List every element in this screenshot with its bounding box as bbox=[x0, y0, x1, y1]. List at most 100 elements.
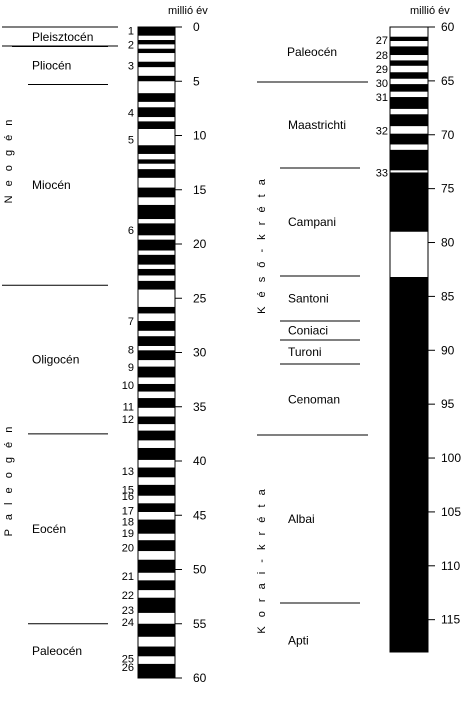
axis-tick-label: 30 bbox=[193, 346, 207, 360]
axis-tick-label: 115 bbox=[441, 613, 460, 627]
chron-label: 26 bbox=[122, 662, 134, 674]
epoch-label: Pleisztocén bbox=[32, 30, 93, 44]
right-top-epoch-label: Paleocén bbox=[287, 45, 337, 59]
epoch-label: Paleocén bbox=[32, 644, 82, 658]
axis-tick-label: 60 bbox=[193, 671, 207, 685]
normal-polarity-band bbox=[138, 416, 175, 425]
chron-label: 3 bbox=[128, 61, 134, 73]
normal-polarity-band bbox=[138, 159, 175, 164]
axis-tick-label: 100 bbox=[441, 451, 461, 465]
chron-label: 4 bbox=[128, 107, 134, 119]
chron-label: 11 bbox=[123, 402, 134, 414]
normal-polarity-band bbox=[138, 663, 175, 678]
normal-polarity-band bbox=[138, 484, 175, 496]
axis-tick-label: 70 bbox=[441, 128, 455, 142]
normal-polarity-band bbox=[390, 133, 428, 145]
normal-polarity-band bbox=[138, 306, 175, 314]
normal-polarity-band bbox=[138, 187, 175, 198]
normal-polarity-band bbox=[138, 467, 175, 478]
normal-polarity-band bbox=[138, 121, 175, 129]
chron-label: 32 bbox=[376, 125, 388, 137]
chron-label: 33 bbox=[376, 167, 388, 179]
right-stage-column: Maastrichti Campani Santoni Coniaci Turoni Ce… bbox=[257, 81, 368, 648]
axis-tick-label: 25 bbox=[193, 291, 207, 305]
chron-label: 1 bbox=[128, 25, 134, 37]
stage-label: Maastrichti bbox=[288, 118, 346, 132]
chron-label: 25 bbox=[122, 654, 134, 666]
supergroup-paleogen: P a l e o g é n bbox=[3, 424, 15, 537]
right-polarity-column bbox=[389, 26, 429, 653]
chron-label: 2 bbox=[128, 40, 134, 52]
axis-tick-label: 50 bbox=[193, 563, 207, 577]
chron-label: 8 bbox=[128, 345, 134, 357]
normal-polarity-band bbox=[138, 280, 175, 290]
right-chron-labels: 27 28 29 30 31 32 33 bbox=[376, 35, 388, 180]
normal-polarity-band bbox=[390, 114, 428, 127]
stage-label: Albai bbox=[288, 512, 315, 526]
normal-polarity-band bbox=[138, 580, 175, 591]
normal-polarity-band bbox=[138, 169, 175, 178]
chron-label: 13 bbox=[122, 466, 134, 478]
normal-polarity-band bbox=[138, 503, 175, 512]
normal-polarity-band bbox=[390, 36, 428, 42]
normal-polarity-band bbox=[138, 145, 175, 154]
axis-tick-label: 110 bbox=[441, 559, 460, 573]
axis-tick-label: 55 bbox=[193, 617, 207, 631]
stage-label: Coniaci bbox=[288, 324, 328, 338]
normal-polarity-band bbox=[138, 239, 175, 251]
right-age-axis: 60 65 70 75 80 85 90 95 100 105 110 115 bbox=[427, 20, 461, 642]
left-age-axis: 0 5 10 15 20 25 30 35 40 45 50 55 60 bbox=[174, 20, 207, 685]
stage-label: Cenoman bbox=[288, 393, 340, 407]
chron-label: 6 bbox=[128, 225, 134, 237]
normal-polarity-band bbox=[390, 97, 428, 109]
axis-tick-label: 85 bbox=[441, 289, 455, 303]
chron-label: 12 bbox=[122, 414, 134, 426]
left-chron-labels: 1234567891011121315161718192021222324252… bbox=[122, 25, 134, 674]
normal-polarity-band bbox=[138, 646, 175, 657]
chron-label: 27 bbox=[376, 35, 388, 47]
axis-tick-label: 90 bbox=[441, 343, 455, 357]
stage-label: Turoni bbox=[288, 345, 322, 359]
normal-polarity-band bbox=[138, 268, 175, 276]
supergroup-keso-kreta: K é s ő - k r é t a bbox=[256, 176, 268, 314]
normal-polarity-band bbox=[138, 447, 175, 460]
normal-polarity-band bbox=[138, 204, 175, 220]
normal-polarity-band bbox=[390, 60, 428, 66]
chron-label: 21 bbox=[122, 571, 134, 583]
normal-polarity-band bbox=[138, 40, 175, 45]
axis-tick-label: 5 bbox=[193, 74, 200, 88]
normal-polarity-band bbox=[138, 61, 175, 68]
chron-label: 22 bbox=[122, 590, 134, 602]
normal-polarity-band bbox=[390, 46, 428, 56]
axis-tick-label: 95 bbox=[441, 397, 455, 411]
chron-label: 5 bbox=[128, 134, 134, 146]
chron-label: 24 bbox=[122, 617, 134, 629]
normal-polarity-band bbox=[138, 623, 175, 637]
normal-polarity-band bbox=[138, 336, 175, 346]
normal-polarity-band bbox=[138, 430, 175, 441]
supergroup-korai-kreta: K o r a i - k r é t a bbox=[256, 486, 268, 633]
axis-tick-label: 40 bbox=[193, 454, 207, 468]
left-unit-label: millió év bbox=[168, 5, 208, 17]
epoch-label: Pliocén bbox=[32, 59, 71, 73]
epoch-label: Oligocén bbox=[32, 353, 79, 367]
normal-polarity-band bbox=[390, 172, 428, 232]
normal-polarity-band bbox=[138, 223, 175, 236]
chron-label: 31 bbox=[376, 92, 388, 104]
stage-label: Santoni bbox=[288, 292, 329, 306]
normal-polarity-band bbox=[138, 540, 175, 552]
axis-tick-label: 35 bbox=[193, 400, 207, 414]
axis-tick-label: 45 bbox=[193, 508, 207, 522]
normal-polarity-band bbox=[138, 75, 175, 82]
epoch-label: Eocén bbox=[32, 522, 66, 536]
normal-polarity-band bbox=[138, 254, 175, 265]
left-polarity-column bbox=[137, 26, 176, 679]
axis-tick-label: 20 bbox=[193, 237, 207, 251]
stage-label: Campani bbox=[288, 215, 336, 229]
chron-label: 16 bbox=[122, 491, 134, 503]
normal-polarity-band bbox=[138, 366, 175, 378]
normal-polarity-band bbox=[138, 107, 175, 118]
normal-polarity-band bbox=[138, 559, 175, 573]
normal-polarity-band bbox=[138, 321, 175, 331]
